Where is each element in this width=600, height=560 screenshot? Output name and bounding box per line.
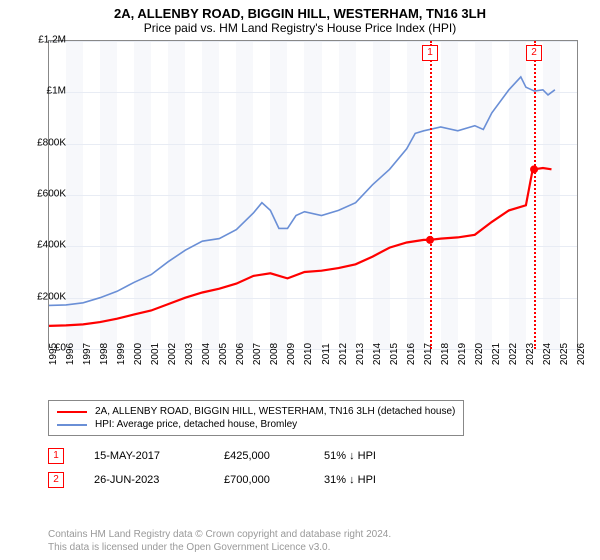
x-axis-label: 2020 — [474, 343, 485, 365]
x-axis-label: 1997 — [82, 343, 93, 365]
sale-marker-line — [430, 41, 432, 349]
x-axis-label: 1996 — [65, 343, 76, 365]
legend-label: HPI: Average price, detached house, Brom… — [95, 419, 297, 430]
x-axis-label: 2005 — [218, 343, 229, 365]
y-axis-label: £400K — [37, 240, 66, 251]
x-axis-label: 2018 — [440, 343, 451, 365]
y-axis-label: £1.2M — [38, 35, 66, 46]
x-axis-label: 2025 — [559, 343, 570, 365]
legend: 2A, ALLENBY ROAD, BIGGIN HILL, WESTERHAM… — [48, 400, 464, 436]
y-axis-label: £800K — [37, 137, 66, 148]
x-axis-label: 1999 — [116, 343, 127, 365]
x-axis-label: 2000 — [133, 343, 144, 365]
x-axis-label: 2011 — [321, 343, 332, 365]
sale-diff: 31% ↓ HPI — [324, 474, 424, 486]
footer: Contains HM Land Registry data © Crown c… — [48, 528, 391, 554]
sale-price: £700,000 — [224, 474, 324, 486]
sale-row: 2 26-JUN-2023£700,00031% ↓ HPI — [48, 472, 424, 488]
x-axis-label: 2004 — [201, 343, 212, 365]
sale-marker-box: 2 — [526, 45, 542, 61]
x-axis-label: 2012 — [338, 343, 349, 365]
x-axis-label: 1995 — [48, 343, 59, 365]
sale-number-box: 1 — [48, 448, 64, 464]
legend-swatch — [57, 411, 87, 413]
sale-diff: 51% ↓ HPI — [324, 450, 424, 462]
x-axis-label: 2009 — [286, 343, 297, 365]
legend-item: 2A, ALLENBY ROAD, BIGGIN HILL, WESTERHAM… — [57, 405, 455, 418]
x-axis-label: 2024 — [542, 343, 553, 365]
sale-date: 15-MAY-2017 — [94, 450, 224, 462]
x-axis-label: 2013 — [355, 343, 366, 365]
y-axis-label: £600K — [37, 189, 66, 200]
x-axis-label: 2015 — [389, 343, 400, 365]
x-axis-label: 2022 — [508, 343, 519, 365]
legend-item: HPI: Average price, detached house, Brom… — [57, 418, 455, 431]
x-axis-label: 2019 — [457, 343, 468, 365]
sale-number-box: 2 — [48, 472, 64, 488]
x-axis-label: 2017 — [423, 343, 434, 365]
series-property — [49, 168, 552, 326]
x-axis-label: 2026 — [576, 343, 587, 365]
x-axis-label: 2003 — [184, 343, 195, 365]
sale-row: 1 15-MAY-2017£425,00051% ↓ HPI — [48, 448, 424, 464]
x-axis-label: 2014 — [372, 343, 383, 365]
x-axis-label: 2016 — [406, 343, 417, 365]
x-axis-label: 2008 — [269, 343, 280, 365]
sale-date: 26-JUN-2023 — [94, 474, 224, 486]
legend-label: 2A, ALLENBY ROAD, BIGGIN HILL, WESTERHAM… — [95, 406, 455, 417]
sale-marker-box: 1 — [422, 45, 438, 61]
y-axis-label: £1M — [47, 86, 66, 97]
x-axis-label: 1998 — [99, 343, 110, 365]
x-axis-label: 2021 — [491, 343, 502, 365]
chart-title: 2A, ALLENBY ROAD, BIGGIN HILL, WESTERHAM… — [0, 0, 600, 21]
series-hpi — [49, 77, 555, 306]
sale-marker-line — [534, 41, 536, 349]
x-axis-label: 2007 — [252, 343, 263, 365]
x-axis-label: 2010 — [303, 343, 314, 365]
x-axis-label: 2006 — [235, 343, 246, 365]
footer-line2: This data is licensed under the Open Gov… — [48, 541, 391, 554]
x-axis-label: 2023 — [525, 343, 536, 365]
x-axis-label: 2002 — [167, 343, 178, 365]
footer-line1: Contains HM Land Registry data © Crown c… — [48, 528, 391, 541]
y-axis-label: £200K — [37, 291, 66, 302]
chart-subtitle: Price paid vs. HM Land Registry's House … — [0, 21, 600, 39]
chart-svg — [49, 41, 577, 349]
sale-price: £425,000 — [224, 450, 324, 462]
x-axis-label: 2001 — [150, 343, 161, 365]
legend-swatch — [57, 424, 87, 426]
chart-plot: 12 — [48, 40, 578, 350]
